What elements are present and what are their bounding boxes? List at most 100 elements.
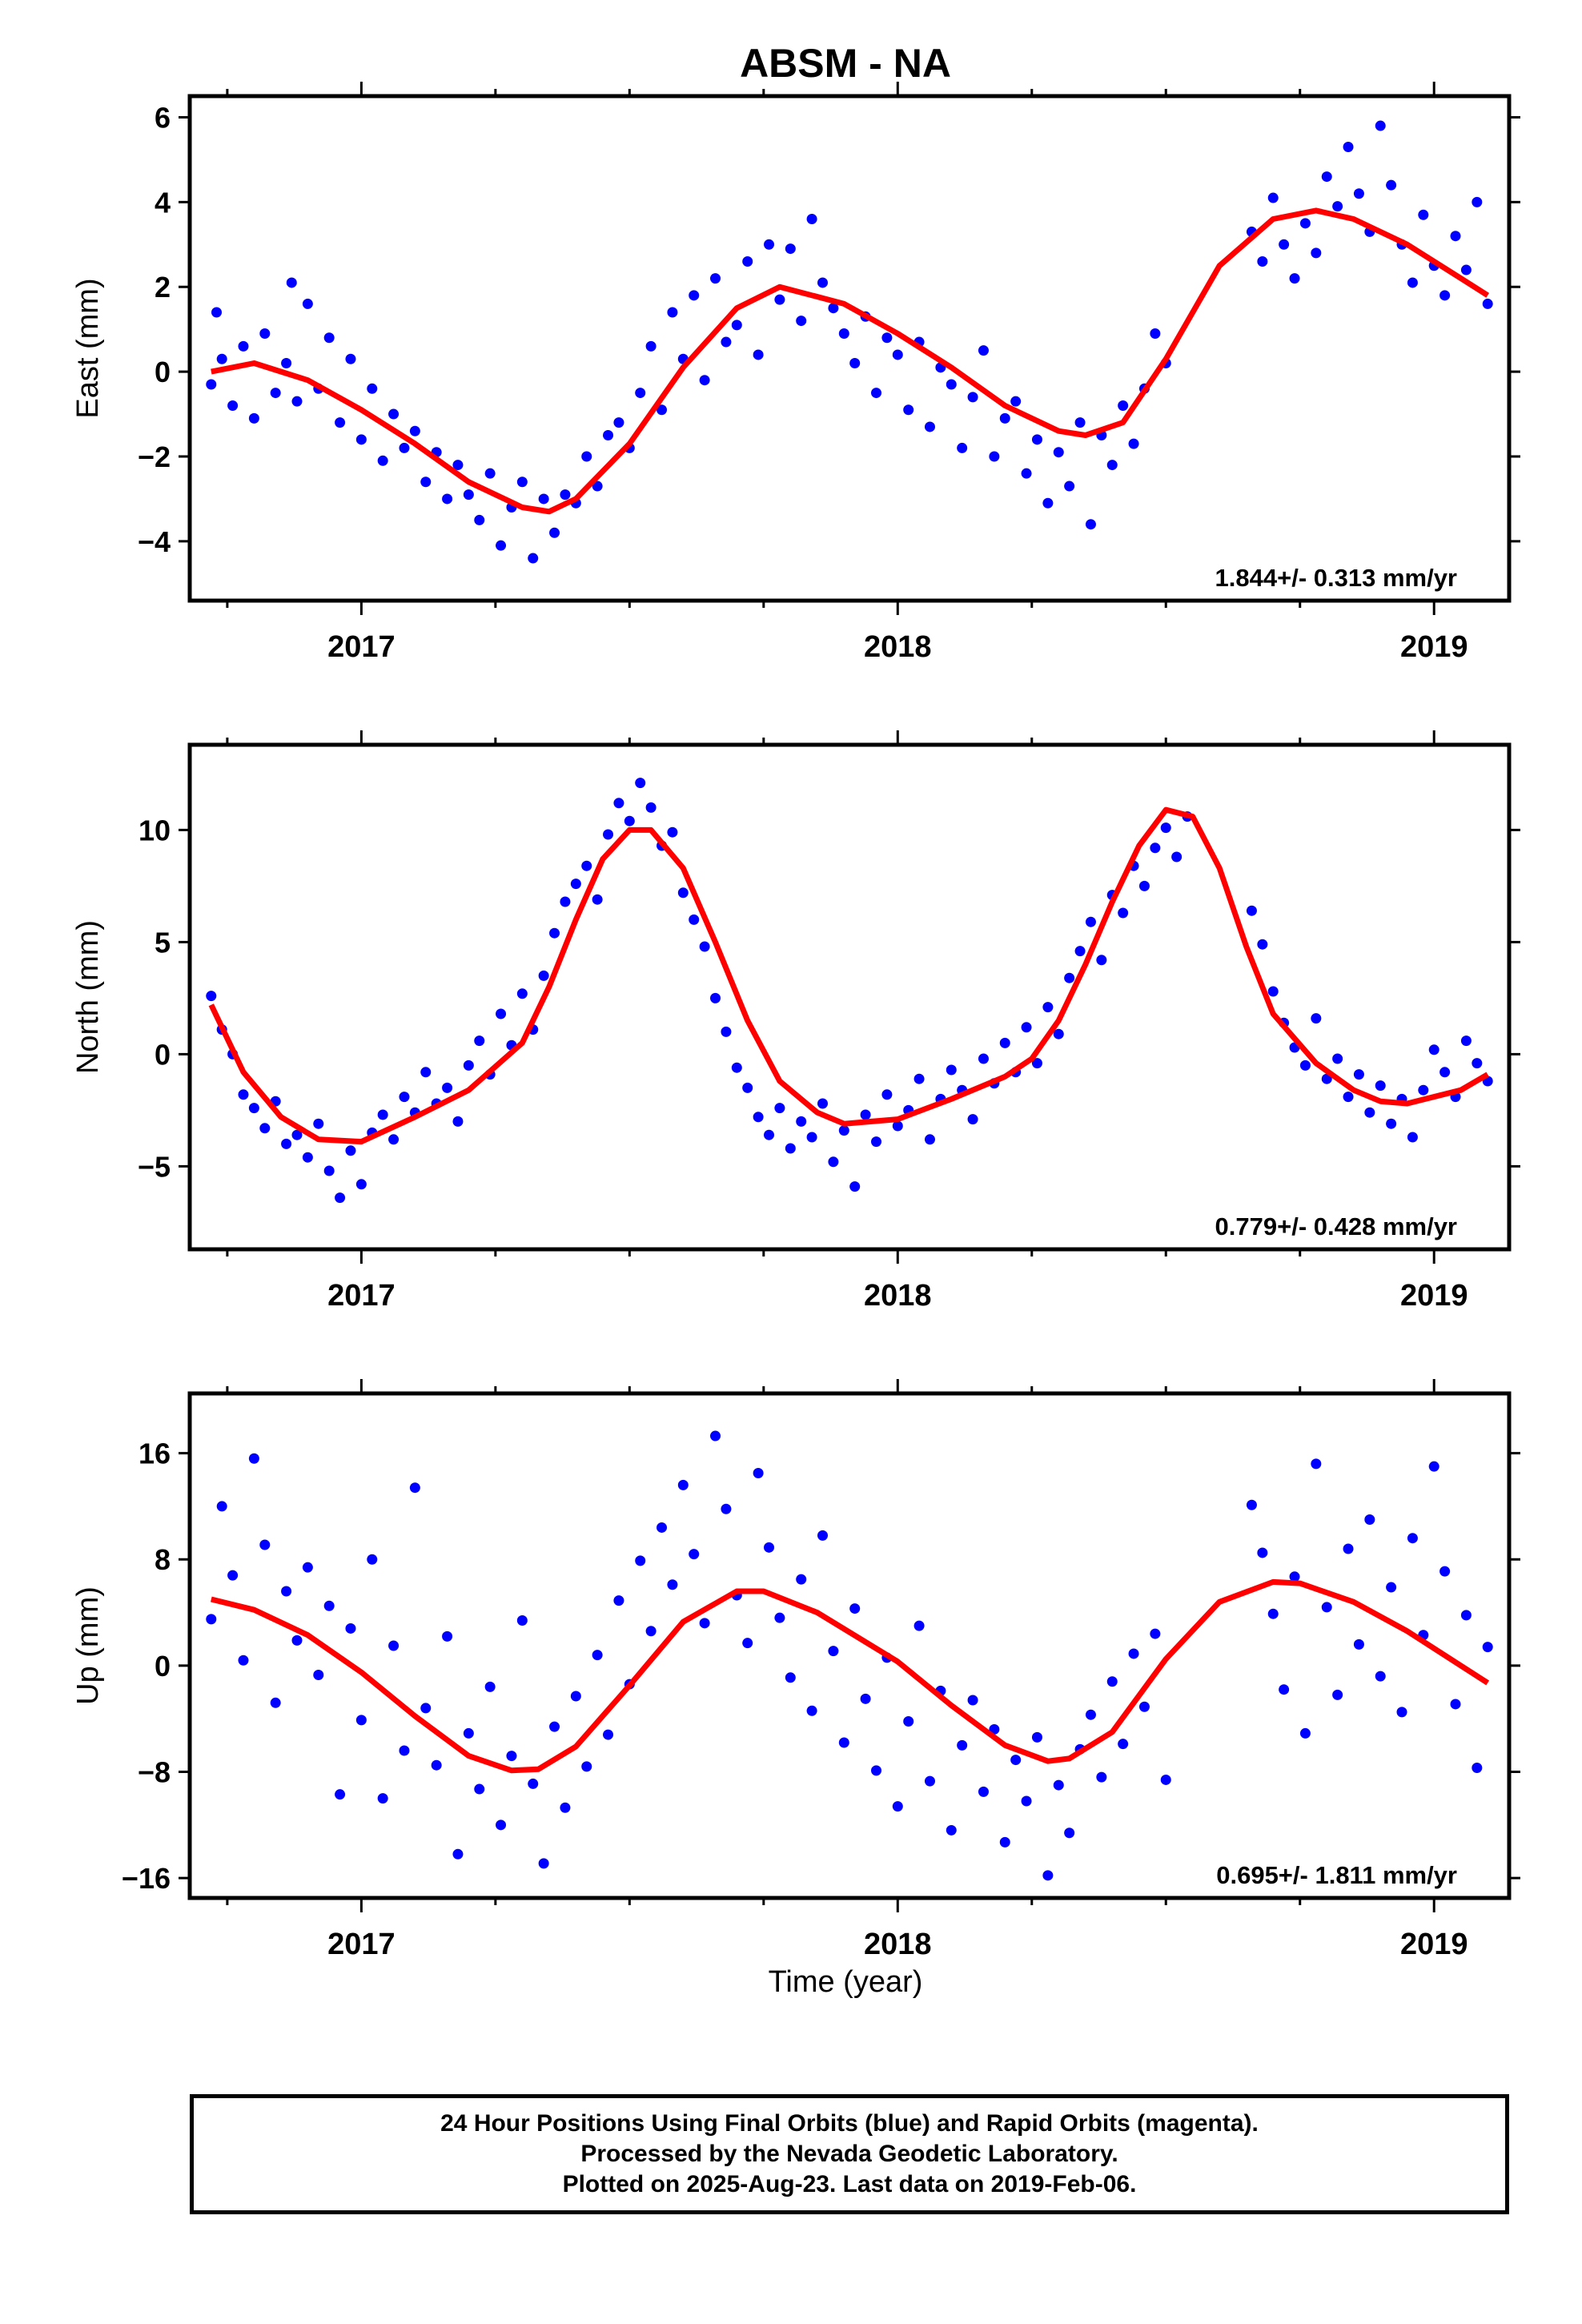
north-data-point <box>1171 851 1182 862</box>
up-data-point <box>248 1453 259 1464</box>
up-data-point <box>774 1612 785 1623</box>
east-data-point <box>528 553 539 564</box>
north-data-point <box>399 1092 410 1103</box>
up-data-point <box>431 1759 442 1771</box>
up-data-point <box>1482 1642 1493 1653</box>
up-data-point <box>506 1751 517 1762</box>
east-y-tick-label: 6 <box>155 101 171 134</box>
east-x-tick-label: 2018 <box>864 630 932 664</box>
east-data-point <box>838 328 849 339</box>
east-y-axis-label: East (mm) <box>71 278 105 418</box>
north-data-point <box>849 1181 861 1192</box>
east-data-point <box>377 455 388 466</box>
east-data-point <box>699 375 710 386</box>
east-data-point <box>870 388 881 399</box>
north-data-point <box>667 826 678 838</box>
east-data-point <box>645 340 656 352</box>
north-data-point <box>892 1120 903 1132</box>
up-data-point <box>699 1618 710 1629</box>
north-data-point <box>570 879 581 890</box>
up-data-point <box>1289 1571 1300 1582</box>
north-data-point <box>1332 1053 1343 1064</box>
east-data-point <box>211 307 222 318</box>
north-data-point <box>1439 1067 1451 1078</box>
up-plot-frame <box>187 1391 1512 1900</box>
north-fit-curve <box>208 806 1489 1145</box>
north-rate-label: 0.779+/- 0.428 mm/yr <box>1215 1212 1457 1240</box>
up-data-point <box>817 1530 829 1541</box>
north-data-point <box>838 1125 849 1136</box>
east-data-point <box>796 316 807 327</box>
up-data-point <box>656 1522 668 1533</box>
east-data-point <box>291 396 303 407</box>
up-data-point <box>721 1503 732 1514</box>
north-data-point <box>967 1114 978 1125</box>
east-data-point <box>635 388 646 399</box>
footer-line-3: Plotted on 2025-Aug-23. Last data on 201… <box>562 2171 1137 2197</box>
east-data-point <box>1343 142 1354 153</box>
footer-line-2: Processed by the Nevada Geodetic Laborat… <box>580 2141 1118 2167</box>
up-data-point <box>1064 1827 1075 1839</box>
north-data-point <box>1299 1059 1311 1071</box>
east-data-point <box>420 476 432 488</box>
north-data-point <box>689 914 700 925</box>
east-data-point <box>463 489 474 501</box>
north-data-point <box>1074 946 1086 957</box>
north-data-point <box>999 1037 1010 1048</box>
up-data-point <box>1031 1731 1042 1743</box>
north-data-point <box>206 991 217 1002</box>
east-data-point <box>1353 188 1364 199</box>
up-data-point <box>206 1614 217 1625</box>
east-data-point <box>259 328 271 339</box>
north-y-tick-label: 0 <box>155 1038 171 1071</box>
north-data-point <box>496 1008 507 1019</box>
east-data-point <box>345 353 356 364</box>
east-data-point <box>1106 460 1118 471</box>
east-data-point <box>978 345 989 356</box>
north-data-point <box>442 1082 453 1093</box>
north-y-tick-label: 10 <box>139 814 171 846</box>
up-data-point <box>1138 1701 1150 1712</box>
north-data-point <box>560 896 571 907</box>
up-data-point <box>560 1802 571 1813</box>
north-data-point <box>1343 1092 1354 1103</box>
up-y-tick-label: 16 <box>139 1437 171 1470</box>
up-data-point <box>613 1595 624 1606</box>
east-data-point <box>1031 434 1042 445</box>
up-data-point <box>335 1789 346 1800</box>
north-data-point <box>1053 1028 1064 1039</box>
up-data-point <box>388 1640 400 1651</box>
up-data-point <box>1439 1566 1451 1577</box>
north-data-point <box>1160 822 1171 834</box>
east-plot-frame <box>187 94 1512 603</box>
east-data-point <box>549 527 560 538</box>
east-data-point <box>1482 298 1493 309</box>
east-data-point <box>742 255 753 267</box>
east-data-point <box>1472 196 1483 207</box>
up-data-point <box>1118 1739 1129 1750</box>
east-data-point <box>1299 218 1311 229</box>
north-data-point <box>881 1089 893 1100</box>
east-data-point <box>967 392 978 403</box>
up-data-point <box>1332 1689 1343 1700</box>
up-data-point <box>570 1691 581 1702</box>
east-data-point <box>270 388 281 399</box>
east-data-point <box>1042 497 1054 509</box>
east-y-tick-label: −2 <box>138 440 171 473</box>
north-data-point <box>796 1116 807 1127</box>
up-data-point <box>1321 1602 1332 1613</box>
north-data-point <box>1246 905 1257 916</box>
up-data-point <box>302 1562 313 1573</box>
up-data-point <box>463 1727 474 1739</box>
north-data-point <box>1428 1044 1439 1055</box>
north-data-point <box>516 988 528 999</box>
north-x-tick-label: 2019 <box>1400 1279 1468 1313</box>
up-x-tick-label: 2018 <box>864 1928 932 1961</box>
north-data-point <box>377 1109 388 1120</box>
east-data-point <box>538 493 549 505</box>
north-data-point <box>259 1123 271 1134</box>
east-data-point <box>753 349 764 360</box>
east-data-point <box>1021 468 1032 479</box>
east-panel: −4 −2 0 2 4 6 2017 2018 2019 East (mm) 1.844+/- 0.… <box>71 82 1520 664</box>
